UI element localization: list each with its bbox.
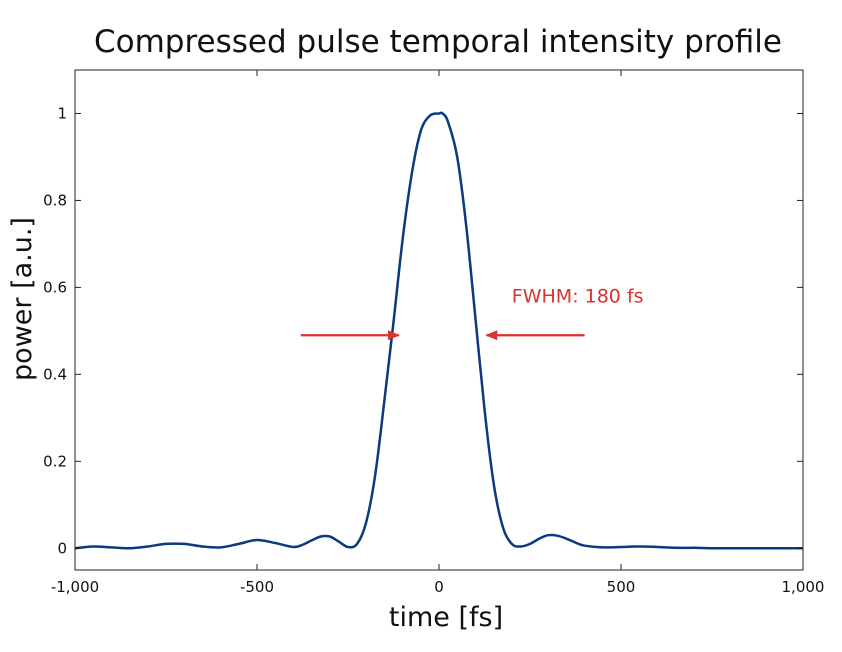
chart-title: Compressed pulse temporal intensity prof… (94, 24, 782, 60)
x-tick-label: 500 (607, 578, 636, 596)
plot-area: FWHM: 180 fs (74, 111, 803, 550)
x-tick-label: -500 (240, 578, 274, 596)
y-tick-label: 0.2 (43, 452, 67, 470)
y-axis-label: power [a.u.] (7, 217, 38, 381)
x-tick-label: 1,000 (782, 578, 825, 596)
series-line-0 (74, 111, 803, 550)
y-tick-label: 1 (57, 104, 67, 122)
y-tick-label: 0.6 (43, 278, 67, 296)
fwhm-annotation: FWHM: 180 fs (512, 286, 644, 308)
y-tick-label: 0.8 (43, 191, 67, 209)
x-tick-label: -1,000 (51, 578, 99, 596)
y-tick-label: 0.4 (43, 365, 67, 383)
ticks: -1,000 -500 0 500 1,000 0 0.2 0.4 0.6 0.8 1 (43, 70, 824, 596)
x-tick-label: 0 (434, 578, 444, 596)
x-axis-label: time [fs] (389, 602, 503, 633)
plot-frame (74, 69, 804, 571)
y-tick-label: 0 (57, 539, 67, 557)
